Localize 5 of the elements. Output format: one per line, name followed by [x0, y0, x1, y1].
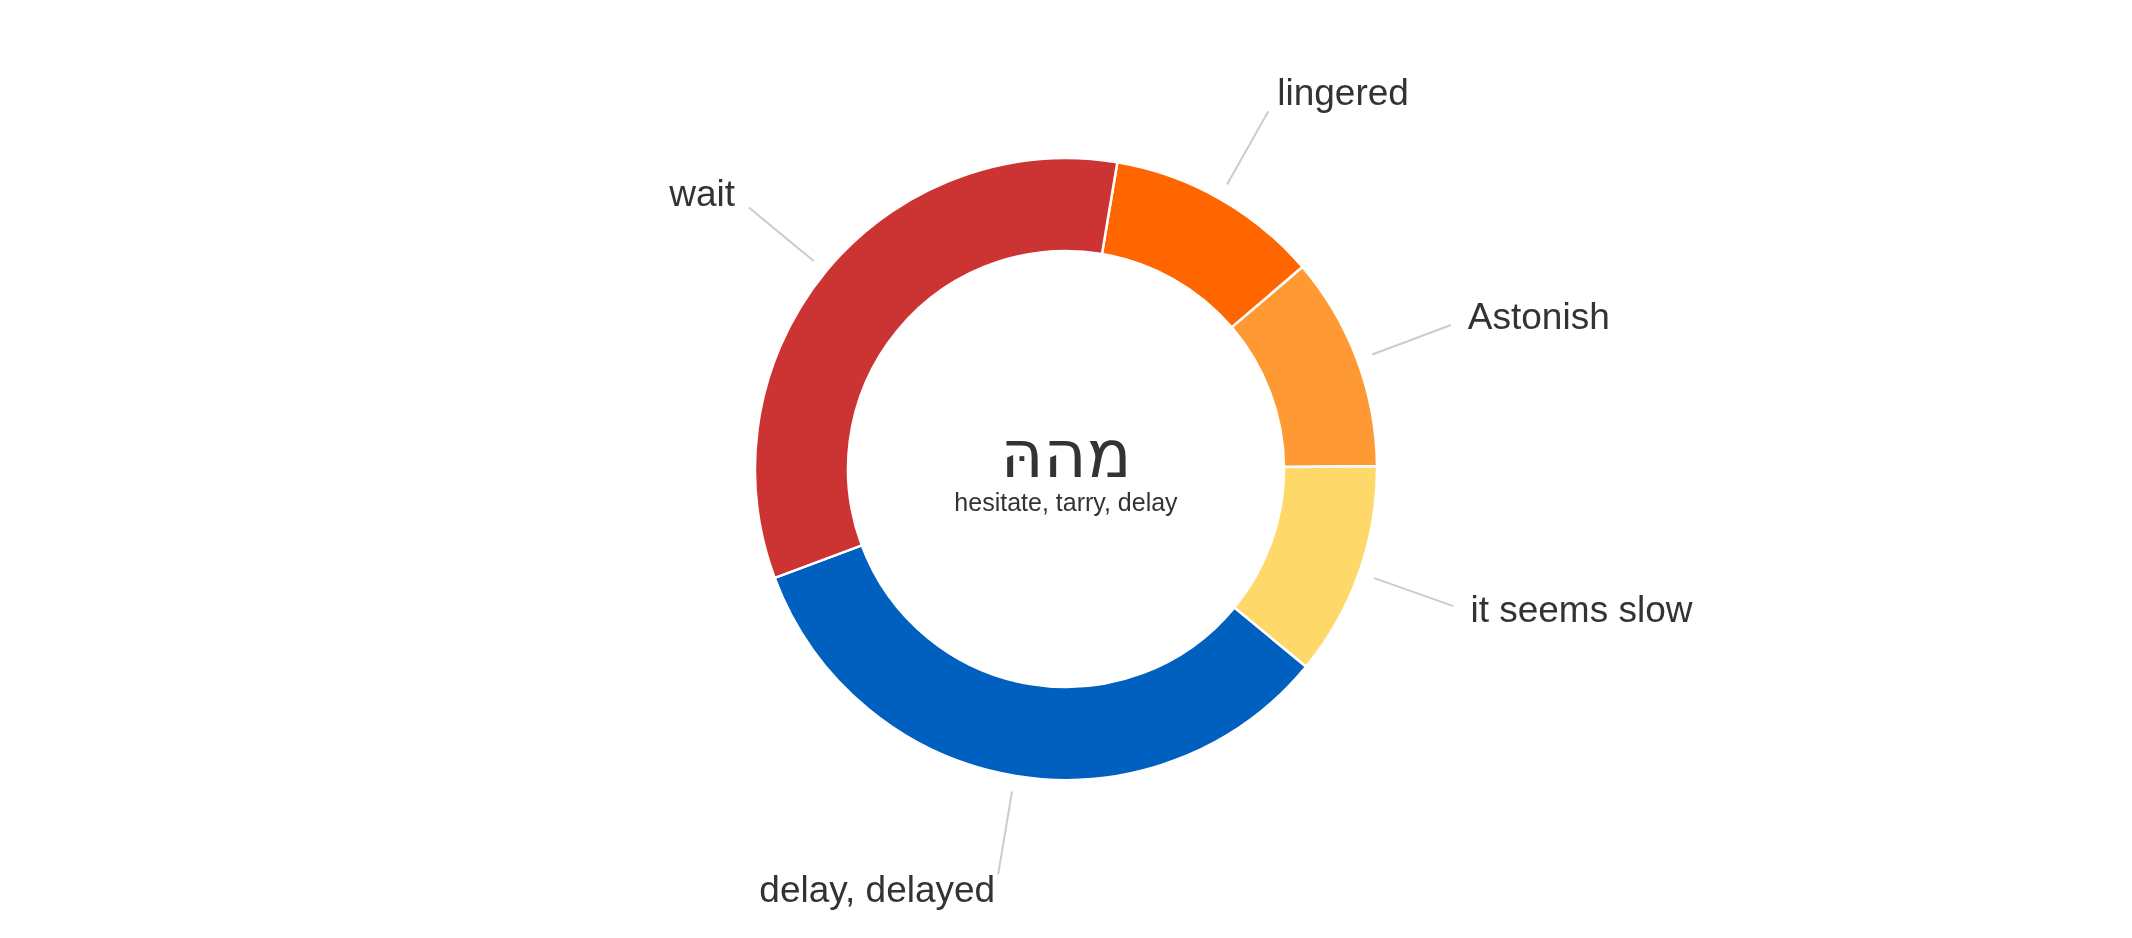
slice-label: Astonish [1467, 295, 1610, 337]
slice-label: wait [668, 172, 736, 214]
slice-label: it seems slow [1470, 588, 1693, 630]
slice-label: lingered [1277, 72, 1409, 114]
slice-label: delay, delayed [759, 868, 996, 910]
